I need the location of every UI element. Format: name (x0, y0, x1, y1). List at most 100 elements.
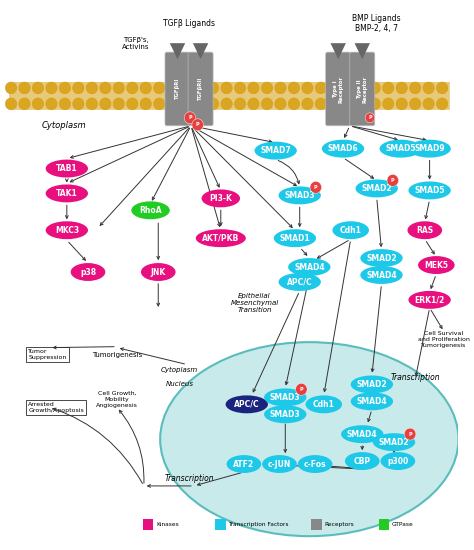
Ellipse shape (305, 395, 342, 413)
Circle shape (5, 82, 17, 94)
Circle shape (404, 428, 416, 440)
Circle shape (167, 82, 178, 94)
Text: SMAD2: SMAD2 (379, 438, 410, 447)
Ellipse shape (160, 342, 458, 536)
Ellipse shape (380, 140, 422, 158)
Text: APC/C: APC/C (287, 277, 312, 287)
Circle shape (18, 98, 30, 110)
Ellipse shape (255, 142, 297, 160)
Text: TGFβ Ligands: TGFβ Ligands (163, 19, 215, 28)
Circle shape (113, 98, 125, 110)
Circle shape (73, 98, 84, 110)
Text: P: P (408, 432, 412, 437)
Text: Transcription: Transcription (391, 373, 440, 382)
Circle shape (275, 82, 286, 94)
Circle shape (275, 98, 286, 110)
FancyBboxPatch shape (350, 52, 375, 126)
Circle shape (315, 82, 327, 94)
FancyBboxPatch shape (188, 52, 213, 126)
Ellipse shape (273, 229, 316, 247)
Ellipse shape (351, 376, 393, 393)
Text: Cdh1: Cdh1 (340, 226, 362, 235)
FancyBboxPatch shape (9, 82, 450, 110)
Circle shape (396, 82, 408, 94)
Circle shape (342, 98, 354, 110)
Ellipse shape (46, 160, 88, 178)
Circle shape (248, 82, 259, 94)
Text: Tumor
Suppression: Tumor Suppression (28, 349, 67, 360)
Text: SMAD4: SMAD4 (294, 262, 325, 272)
Circle shape (261, 82, 273, 94)
Ellipse shape (201, 189, 240, 207)
Text: SMAD5: SMAD5 (385, 144, 416, 153)
Ellipse shape (409, 140, 451, 158)
Circle shape (127, 98, 138, 110)
Text: RAS: RAS (416, 226, 433, 235)
Ellipse shape (264, 388, 307, 406)
Circle shape (100, 82, 111, 94)
Text: P: P (368, 116, 372, 120)
Circle shape (100, 98, 111, 110)
Text: Cell Growth,
Mobility
Angiogenesis: Cell Growth, Mobility Angiogenesis (96, 391, 138, 408)
Ellipse shape (351, 392, 393, 410)
Circle shape (194, 98, 205, 110)
Text: Type I
Receptor: Type I Receptor (333, 75, 344, 102)
Text: SMAD9: SMAD9 (414, 144, 445, 153)
Circle shape (410, 82, 421, 94)
Text: Transcription Factors: Transcription Factors (228, 522, 289, 527)
Ellipse shape (360, 249, 403, 267)
Text: SMAD3: SMAD3 (284, 191, 315, 200)
Text: P: P (188, 116, 192, 120)
Ellipse shape (279, 273, 321, 291)
Ellipse shape (345, 452, 380, 470)
Text: BMP Ligands
BMP-2, 4, 7: BMP Ligands BMP-2, 4, 7 (352, 14, 401, 33)
Circle shape (437, 98, 448, 110)
Ellipse shape (131, 201, 170, 219)
Polygon shape (330, 43, 346, 59)
Circle shape (194, 82, 205, 94)
Ellipse shape (373, 433, 415, 451)
Text: SMAD2: SMAD2 (361, 184, 392, 193)
Text: c-Fos: c-Fos (304, 460, 327, 469)
Ellipse shape (262, 455, 297, 473)
Text: APC/C: APC/C (234, 400, 260, 409)
Circle shape (154, 82, 165, 94)
Ellipse shape (409, 182, 451, 200)
Circle shape (315, 98, 327, 110)
Text: P: P (300, 387, 303, 392)
Text: P: P (314, 185, 318, 190)
Circle shape (221, 82, 232, 94)
Circle shape (32, 98, 44, 110)
Circle shape (301, 82, 313, 94)
Text: P: P (196, 122, 200, 127)
Circle shape (234, 82, 246, 94)
Circle shape (356, 98, 367, 110)
Circle shape (181, 98, 192, 110)
Circle shape (140, 82, 152, 94)
Text: SMAD5: SMAD5 (414, 186, 445, 195)
Text: Kinases: Kinases (156, 522, 179, 527)
Circle shape (234, 98, 246, 110)
Ellipse shape (356, 179, 398, 197)
Circle shape (296, 383, 307, 395)
Circle shape (328, 82, 340, 94)
Circle shape (59, 82, 71, 94)
Circle shape (383, 98, 394, 110)
Circle shape (301, 98, 313, 110)
FancyBboxPatch shape (379, 519, 389, 530)
Circle shape (46, 82, 57, 94)
Text: TAB1: TAB1 (56, 164, 78, 173)
Circle shape (86, 98, 98, 110)
Circle shape (154, 98, 165, 110)
Circle shape (207, 98, 219, 110)
Text: Arrested
Growth/Apoptosis: Arrested Growth/Apoptosis (28, 402, 84, 412)
Circle shape (396, 98, 408, 110)
Text: SMAD2: SMAD2 (366, 254, 397, 262)
Ellipse shape (141, 263, 175, 281)
Circle shape (86, 82, 98, 94)
Circle shape (261, 98, 273, 110)
Circle shape (184, 112, 196, 124)
Circle shape (437, 82, 448, 94)
Ellipse shape (360, 266, 403, 284)
Ellipse shape (298, 455, 332, 473)
